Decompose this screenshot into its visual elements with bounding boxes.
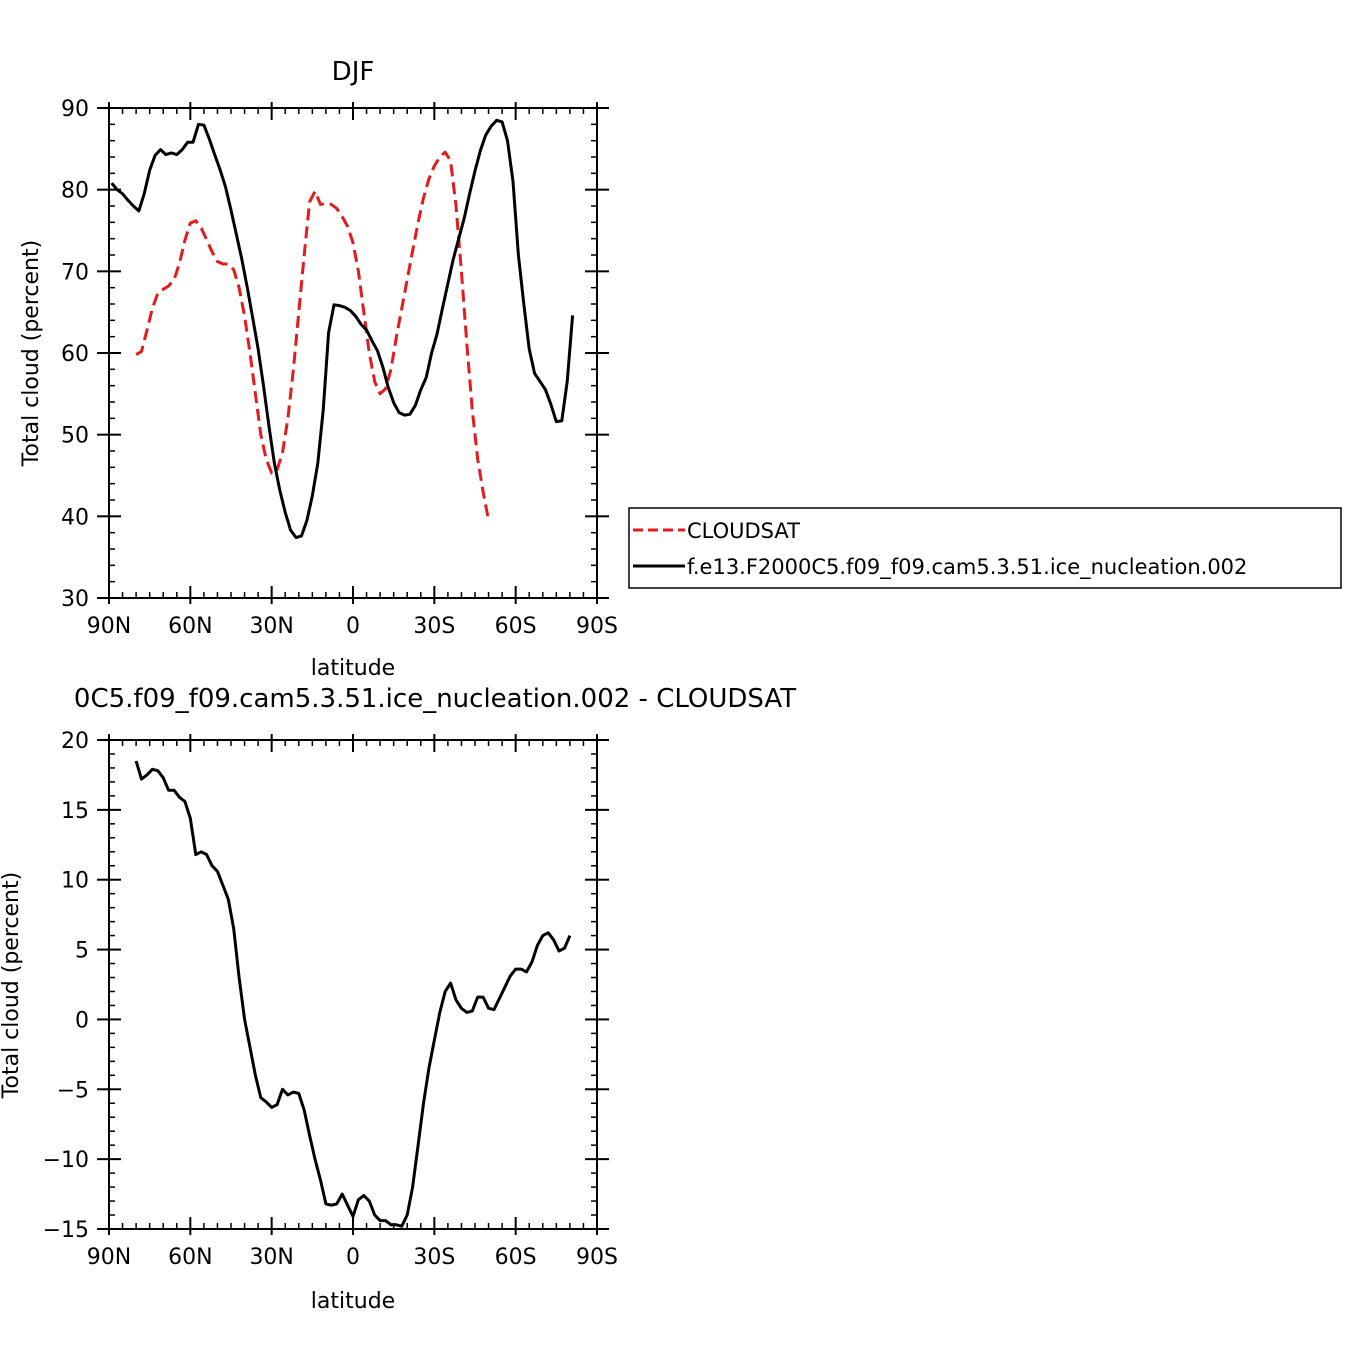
top-chart-x-tick-label-3: 0	[346, 614, 360, 639]
top-chart-y-tick-label-0: 30	[61, 587, 89, 612]
bottom-chart-y-tick-label-6: 15	[61, 799, 89, 824]
bottom-chart-y-tick-label-4: 5	[75, 939, 89, 964]
top-chart-y-tick-label-4: 70	[61, 260, 89, 285]
top-chart-y-tick-label-6: 90	[61, 97, 89, 122]
bottom-chart-y-tick-label-0: −15	[43, 1218, 89, 1243]
bottom-chart-y-tick-label-5: 10	[61, 869, 89, 894]
top-chart: DJF 90N 60N 30N 0 30S 60S 90S 30 40 50 60 70 80 90 la…	[19, 57, 618, 681]
bottom-chart-title: 0C5.f09_f09.cam5.3.51.ice_nucleation.002…	[74, 684, 796, 714]
top-chart-y-tick-label-2: 50	[61, 424, 89, 449]
top-chart-x-tick-label-2: 30N	[249, 614, 293, 639]
legend-label-cloudsat: CLOUDSAT	[687, 519, 800, 543]
top-chart-plot-area: 90N 60N 30N 0 30S 60S 90S 30 40 50 60 70 80 90	[61, 97, 618, 639]
bottom-chart-x-tick-label-1: 60N	[168, 1245, 212, 1270]
bottom-chart-x-tick-label-5: 60S	[495, 1245, 537, 1270]
bottom-chart-frame	[108, 739, 598, 1230]
bottom-chart-series-difference-line	[134, 760, 572, 1228]
bottom-chart-x-tick-label-0: 90N	[87, 1245, 131, 1270]
top-chart-x-tick-label-6: 90S	[576, 614, 618, 639]
top-chart-y-axis-label: Total cloud (percent)	[19, 240, 44, 467]
top-chart-x-tick-label-0: 90N	[87, 614, 131, 639]
top-chart-y-tick-label-5: 80	[61, 179, 89, 204]
top-chart-series-cloudsat-line	[135, 150, 491, 521]
bottom-chart-x-tick-label-2: 30N	[249, 1245, 293, 1270]
bottom-chart-y-tick-label-7: 20	[61, 729, 89, 754]
bottom-chart-plot-area: 90N 60N 30N 0 30S 60S 90S −15 −10 −5 0 5 10 15 20	[43, 729, 618, 1270]
top-chart-x-tick-label-1: 60N	[168, 614, 212, 639]
top-chart-y-tick-label-3: 60	[61, 342, 89, 367]
bottom-chart-y-tick-label-2: −5	[57, 1078, 89, 1103]
bottom-chart: 0C5.f09_f09.cam5.3.51.ice_nucleation.002…	[0, 684, 796, 1314]
bottom-chart-x-axis-label: latitude	[311, 1289, 395, 1314]
top-chart-y-tick-label-1: 40	[61, 505, 89, 530]
top-chart-x-tick-label-5: 60S	[495, 614, 537, 639]
bottom-chart-x-tick-label-3: 0	[346, 1245, 360, 1270]
legend-label-model: f.e13.F2000C5.f09_f09.cam5.3.51.ice_nucl…	[687, 555, 1247, 580]
top-chart-title: DJF	[332, 57, 375, 87]
bottom-chart-x-tick-label-6: 90S	[576, 1245, 618, 1270]
bottom-chart-x-tick-label-4: 30S	[413, 1245, 455, 1270]
top-chart-frame	[108, 107, 598, 599]
bottom-chart-y-axis-label: Total cloud (percent)	[0, 872, 24, 1099]
top-chart-series-f-e13-f2000c5-f09-f09-cam5-3-51-ice-nucleation-002-line	[110, 118, 575, 540]
bottom-chart-y-tick-label-3: 0	[75, 1008, 89, 1033]
bottom-chart-y-tick-label-1: −10	[43, 1148, 89, 1173]
legend: CLOUDSAT f.e13.F2000C5.f09_f09.cam5.3.51…	[628, 507, 1342, 589]
top-chart-x-tick-label-4: 30S	[413, 614, 455, 639]
legend-box	[628, 507, 1342, 589]
top-chart-x-axis-label: latitude	[311, 656, 395, 681]
